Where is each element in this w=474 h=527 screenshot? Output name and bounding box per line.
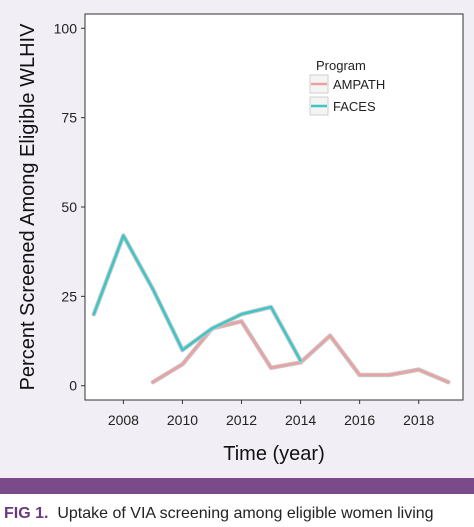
line-chart: 2008 2010 2012 2014 2016 2018 0 25 50 75 100 Progr… [17, 13, 464, 465]
caption-text: Uptake of VIA screening among eligible w… [57, 505, 434, 522]
y-tick-label: 0 [69, 378, 77, 394]
legend-label: FACES [333, 99, 376, 114]
y-tick-label: 75 [61, 110, 77, 126]
figure-caption: FIG 1. Uptake of VIA screening among eli… [4, 505, 470, 523]
decorative-band [0, 478, 474, 494]
y-tick-label: 100 [54, 20, 78, 36]
x-tick-label: 2012 [226, 412, 257, 428]
x-tick-label: 2016 [344, 412, 375, 428]
x-axis-title: Time (year) [223, 443, 324, 465]
series-line-faces [92, 234, 302, 362]
caption-label: FIG 1. [4, 505, 49, 522]
x-tick-label: 2010 [167, 412, 198, 428]
plot-panel [84, 13, 464, 401]
y-axis-title: Percent Screened Among Eligible WLHIV [17, 23, 39, 391]
x-tick-label: 2014 [285, 412, 316, 428]
legend-title: Program [316, 58, 366, 73]
legend-label: AMPATH [333, 77, 385, 92]
x-tick-label: 2008 [108, 412, 139, 428]
y-tick-label: 25 [61, 288, 77, 304]
x-tick-label: 2018 [403, 412, 434, 428]
chart-area: 2008 2010 2012 2014 2016 2018 0 25 50 75 100 Progr… [0, 0, 474, 478]
y-tick-label: 50 [61, 199, 77, 215]
legend: Program AMPATH FACES [309, 58, 385, 116]
